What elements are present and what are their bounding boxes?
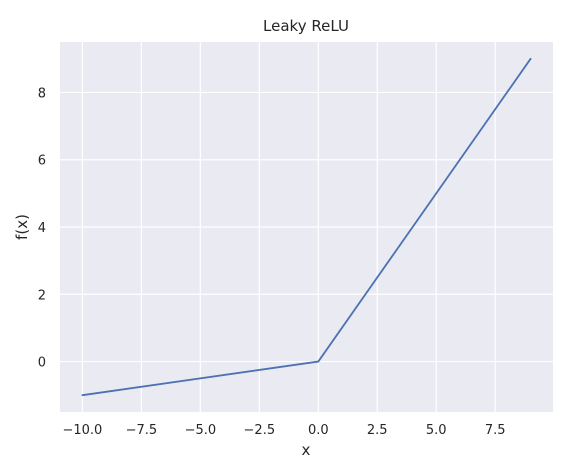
y-tick-labels: 0 2 4 6 8 [38,86,46,370]
grid-lines [60,42,553,412]
y-tick-label: 4 [38,221,46,236]
y-tick-label: 8 [38,86,46,101]
x-tick-label: −10.0 [62,423,102,438]
x-tick-label: 2.5 [367,423,388,438]
x-tick-label: 5.0 [426,423,447,438]
x-axis-label: x [302,441,311,459]
x-tick-label: −5.0 [185,423,217,438]
x-tick-label: 0.0 [308,423,329,438]
y-tick-label: 2 [38,288,46,303]
x-tick-label: 7.5 [485,423,506,438]
chart-title: Leaky ReLU [263,17,349,35]
x-tick-label: −7.5 [126,423,158,438]
y-axis-label: f(x) [13,214,31,240]
y-tick-label: 0 [38,356,46,371]
y-tick-label: 6 [38,154,46,169]
series-line [81,57,532,397]
series-layer [81,57,532,397]
x-tick-label: −2.5 [244,423,276,438]
x-tick-labels: −10.0 −7.5 −5.0 −2.5 0.0 2.5 5.0 7.5 [62,423,505,438]
